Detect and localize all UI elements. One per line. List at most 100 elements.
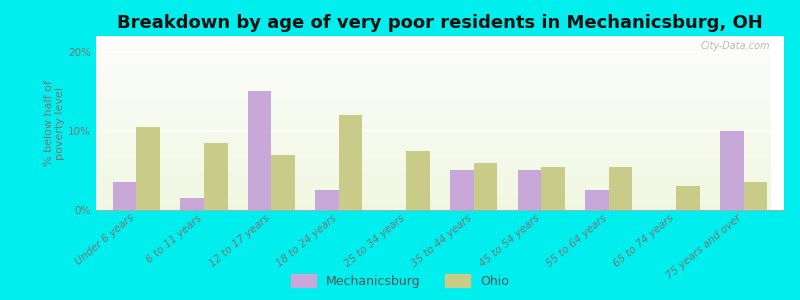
Bar	[96, 203, 770, 204]
Bar	[96, 204, 770, 206]
Bar	[96, 190, 770, 191]
Bar	[720, 131, 743, 210]
Bar	[96, 104, 770, 106]
Bar	[96, 101, 770, 103]
Bar	[96, 98, 770, 100]
Bar	[96, 52, 770, 53]
Bar	[96, 64, 770, 65]
Bar	[96, 38, 770, 39]
Bar	[96, 50, 770, 52]
Bar	[96, 143, 770, 145]
Bar	[96, 175, 770, 177]
Bar	[96, 185, 770, 187]
Legend: Mechanicsburg, Ohio: Mechanicsburg, Ohio	[290, 274, 510, 288]
Bar	[96, 181, 770, 182]
Bar	[96, 179, 770, 181]
Bar	[96, 68, 770, 69]
Bar	[137, 127, 160, 210]
Bar	[96, 48, 770, 49]
Bar	[96, 200, 770, 201]
Bar	[96, 164, 770, 165]
Bar	[96, 61, 770, 62]
Bar	[96, 146, 770, 148]
Bar	[96, 53, 770, 55]
Bar	[96, 59, 770, 61]
Bar	[96, 124, 770, 126]
Bar	[248, 92, 271, 210]
Bar	[96, 149, 770, 151]
Bar	[743, 182, 767, 210]
Bar	[96, 165, 770, 166]
Bar	[96, 62, 770, 64]
Bar	[96, 198, 770, 200]
Bar	[96, 42, 770, 43]
Bar	[96, 43, 770, 45]
Bar	[96, 132, 770, 133]
Bar	[96, 156, 770, 158]
Bar	[271, 154, 295, 210]
Bar	[585, 190, 609, 210]
Bar	[339, 115, 362, 210]
Y-axis label: % below half of
poverty level: % below half of poverty level	[44, 80, 66, 166]
Bar	[96, 80, 770, 81]
Bar	[96, 142, 770, 143]
Bar	[609, 167, 632, 210]
Bar	[96, 133, 770, 135]
Bar	[96, 45, 770, 46]
Bar	[541, 167, 565, 210]
Bar	[96, 184, 770, 185]
Bar	[96, 168, 770, 170]
Bar	[96, 122, 770, 123]
Bar	[96, 120, 770, 122]
Bar	[96, 93, 770, 94]
Bar	[96, 126, 770, 127]
Bar	[96, 74, 770, 75]
Bar	[96, 123, 770, 124]
Bar	[96, 196, 770, 197]
Title: Breakdown by age of very poor residents in Mechanicsburg, OH: Breakdown by age of very poor residents …	[117, 14, 763, 32]
Bar	[96, 194, 770, 196]
Bar	[96, 91, 770, 92]
Bar	[96, 36, 770, 38]
Bar	[96, 145, 770, 146]
Bar	[315, 190, 339, 210]
Bar	[96, 75, 770, 76]
Bar	[96, 158, 770, 159]
Bar	[96, 135, 770, 136]
Bar	[96, 130, 770, 132]
Bar	[96, 114, 770, 116]
Bar	[96, 97, 770, 98]
Bar	[96, 84, 770, 85]
Bar	[96, 94, 770, 95]
Bar	[96, 39, 770, 40]
Bar	[96, 58, 770, 59]
Bar	[474, 163, 498, 210]
Bar	[96, 187, 770, 188]
Bar	[96, 110, 770, 111]
Bar	[96, 193, 770, 194]
Bar	[96, 169, 770, 171]
Bar	[96, 76, 770, 78]
Bar	[96, 207, 770, 208]
Bar	[96, 78, 770, 80]
Bar	[96, 103, 770, 104]
Bar	[96, 154, 770, 155]
Bar	[96, 88, 770, 90]
Bar	[96, 87, 770, 88]
Bar	[96, 49, 770, 50]
Bar	[96, 119, 770, 120]
Bar	[96, 81, 770, 82]
Bar	[96, 90, 770, 91]
Bar	[96, 152, 770, 154]
Bar	[96, 113, 770, 114]
Bar	[96, 65, 770, 67]
Bar	[96, 137, 770, 139]
Bar	[96, 161, 770, 162]
Bar	[676, 186, 700, 210]
Bar	[96, 82, 770, 84]
Bar	[96, 188, 770, 190]
Bar	[518, 170, 541, 210]
Bar	[96, 172, 770, 174]
Bar	[450, 170, 474, 210]
Bar	[113, 182, 137, 210]
